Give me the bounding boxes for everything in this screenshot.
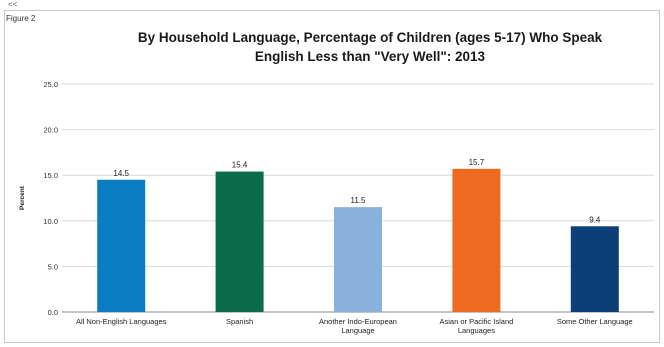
data-label: 14.5 [113, 169, 129, 178]
bar [452, 168, 501, 312]
y-tick-label: 0.0 [48, 308, 58, 317]
bar [334, 207, 382, 312]
chart-title-line-1: By Household Language, Percentage of Chi… [137, 30, 603, 45]
bar [97, 179, 146, 312]
y-tick-label: 10.0 [43, 217, 58, 226]
chart-title-line-2: English Less than "Very Well": 2013 [254, 49, 486, 64]
bar [570, 226, 619, 312]
y-tick-label: 15.0 [43, 171, 58, 180]
x-tick-label: Language [341, 326, 374, 335]
y-tick-label: 5.0 [48, 262, 58, 271]
y-tick-label: 20.0 [43, 126, 58, 135]
y-tick-label: 25.0 [43, 80, 58, 89]
x-tick-label: Languages [458, 326, 495, 335]
data-label: 11.5 [351, 196, 367, 205]
data-label: 15.7 [469, 158, 485, 167]
x-tick-label: All Non-English Languages [76, 317, 167, 326]
x-tick-label: Asian or Pacific Island [440, 317, 514, 326]
figure-label: Figure 2 [6, 14, 36, 23]
corner-mark: << [8, 0, 18, 9]
y-axis-label: Percent [19, 185, 26, 210]
bar [215, 171, 264, 312]
data-label: 9.4 [589, 215, 601, 224]
x-tick-label: Another Indo-European [319, 317, 397, 326]
data-label: 15.4 [232, 161, 248, 170]
x-tick-label: Spanish [226, 317, 253, 326]
x-tick-label: Some Other Language [557, 317, 633, 326]
